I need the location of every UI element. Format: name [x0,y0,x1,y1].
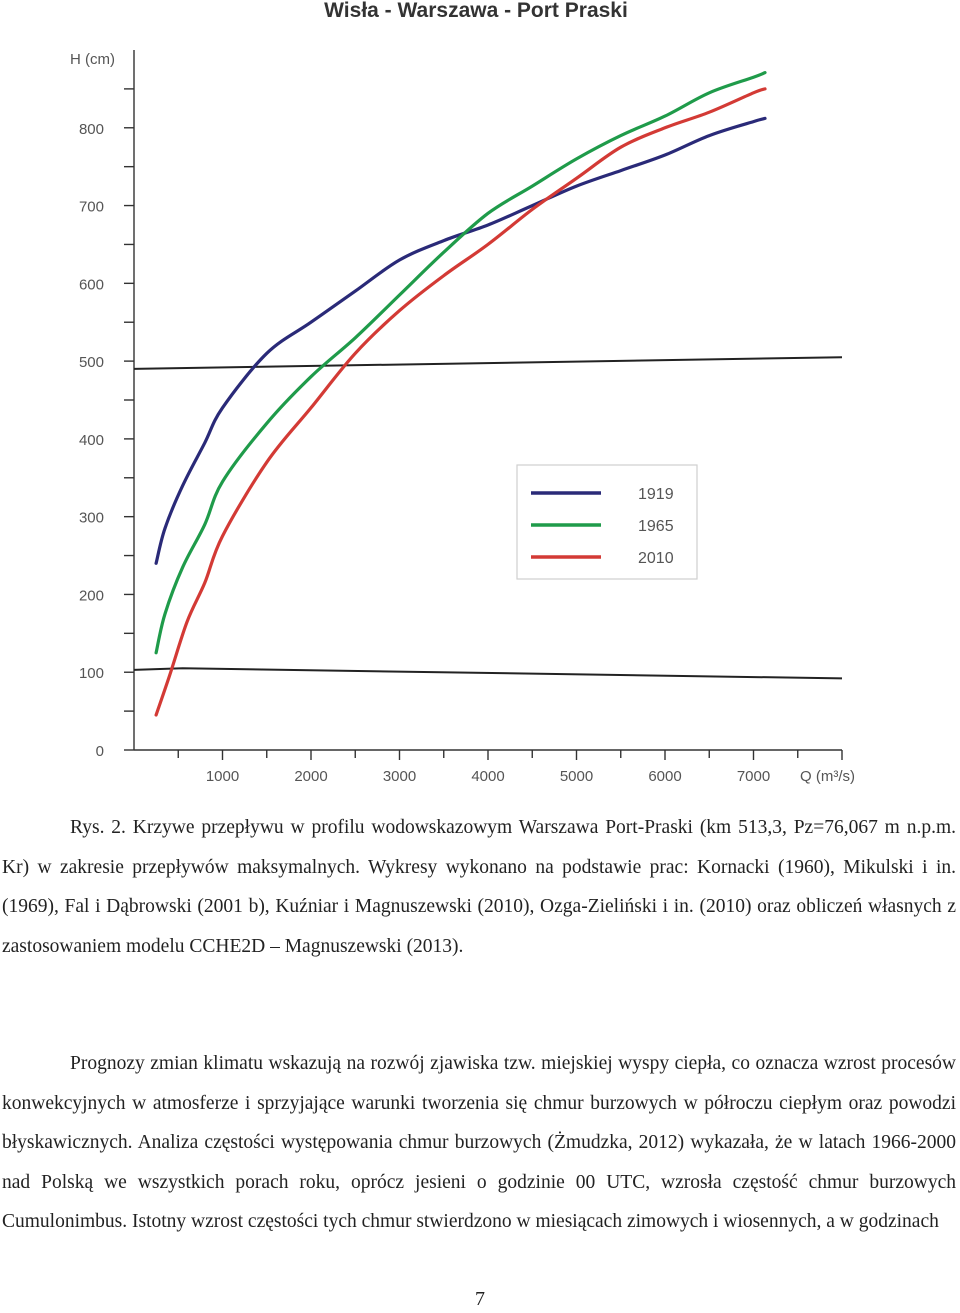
x-axis-label: Q (m³/s) [800,768,855,785]
y-axis-label: H (cm) [70,51,115,68]
chart-axes [133,50,842,751]
legend-label-1965: 1965 [638,518,674,535]
figure-caption: Rys. 2. Krzywe przepływu w profilu wodow… [2,808,956,966]
y-tick-label: 200 [79,587,104,604]
reference-line-2 [133,667,843,680]
x-axis-ticks: 1000 2000 3000 4000 5000 6000 7000 [177,750,843,785]
y-tick-label: 400 [79,432,104,449]
reference-line-1 [133,356,843,370]
x-tick-label: 1000 [206,768,239,785]
x-tick-label: 3000 [383,768,416,785]
chart-title: Wisła - Warszawa - Port Praski [324,0,628,22]
series-line-1919 [154,116,767,565]
chart-legend: 1919 1965 2010 [516,464,698,580]
caption-text: Rys. 2. Krzywe przepływu w profilu wodow… [2,817,956,957]
x-tick-label: 5000 [560,768,593,785]
legend-label-1919: 1919 [638,486,674,503]
y-axis-ticks: 0 100 200 300 400 500 600 700 800 [79,88,134,760]
y-tick-label: 500 [79,354,104,371]
legend-label-2010: 2010 [638,550,674,567]
y-tick-label: 600 [79,276,104,293]
series-line-1965 [154,71,767,655]
y-tick-label: 0 [96,743,104,760]
y-tick-label: 700 [79,199,104,216]
x-tick-label: 7000 [737,768,770,785]
page-number: 7 [475,1288,485,1310]
paragraph-text: Prognozy zmian klimatu wskazują na rozwó… [2,1053,956,1232]
y-tick-label: 800 [79,121,104,138]
data-series [154,71,767,717]
x-tick-label: 4000 [471,768,504,785]
rating-curve-chart: Wisła - Warszawa - Port Praski H (cm) Q … [70,0,855,785]
x-tick-label: 2000 [294,768,327,785]
x-tick-label: 6000 [648,768,681,785]
y-tick-label: 300 [79,510,104,527]
reference-lines [133,356,843,680]
body-paragraph: Prognozy zmian klimatu wskazują na rozwó… [2,1044,956,1242]
y-tick-label: 100 [79,665,104,682]
legend-box [516,464,698,580]
series-line-2010 [154,87,767,717]
